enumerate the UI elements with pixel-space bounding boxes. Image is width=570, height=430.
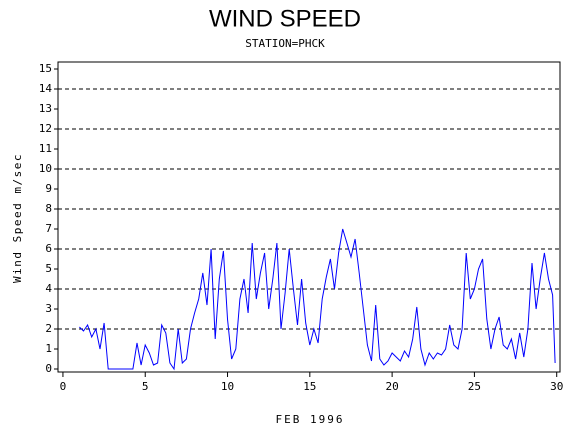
y-tick-label: 14	[39, 82, 53, 95]
y-tick-label: 2	[45, 322, 52, 335]
x-tick-label: 30	[550, 380, 563, 393]
y-tick-label: 12	[39, 122, 52, 135]
line	[79, 228, 556, 371]
x-tick-label: 20	[385, 380, 398, 393]
plot-frame	[57, 61, 561, 373]
y-tick-label: 6	[45, 242, 52, 255]
x-tick-label: 15	[303, 380, 316, 393]
y-tick-label: 7	[45, 222, 52, 235]
y-tick-label: 1	[45, 342, 52, 355]
y-tick-label: 0	[45, 362, 52, 375]
y-tick-label: 11	[39, 142, 52, 155]
y-tick-label: 5	[45, 262, 52, 275]
x-tick-label: 25	[468, 380, 481, 393]
y-tick-label: 13	[39, 102, 52, 115]
y-tick-label: 9	[45, 182, 52, 195]
x-axis-label: FEB 1996	[276, 413, 345, 426]
chart-title: WIND SPEED	[209, 5, 361, 32]
y-axis-label: Wind Speed m/sec	[11, 153, 24, 283]
y-tick-label: 10	[39, 162, 52, 175]
y-tick-label: 8	[45, 202, 52, 215]
chart-subtitle: STATION=PHCK	[245, 37, 325, 50]
y-tick-label: 4	[45, 282, 52, 295]
x-tick-label: 0	[60, 380, 67, 393]
y-tick-label: 15	[39, 62, 52, 75]
y-tick-label: 3	[45, 302, 52, 315]
x-tick-label: 5	[142, 380, 149, 393]
x-tick-label: 10	[221, 380, 234, 393]
